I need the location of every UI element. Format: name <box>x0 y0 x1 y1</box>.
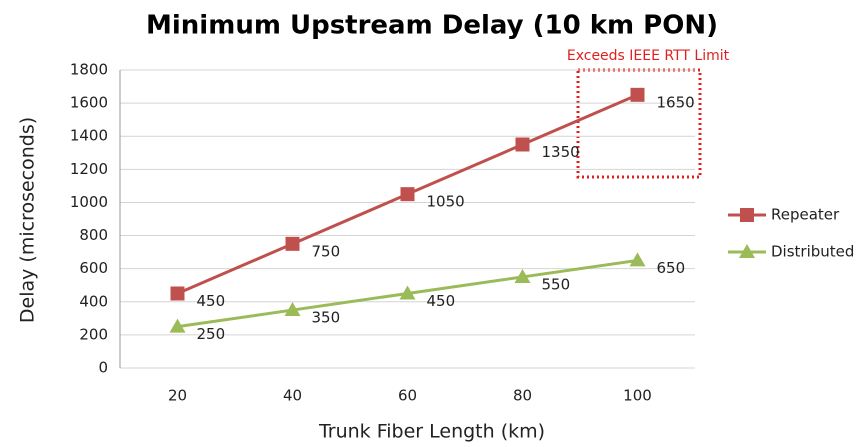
legend-marker <box>739 244 755 258</box>
y-tick-label: 0 <box>98 359 108 377</box>
y-tick-label: 600 <box>79 259 108 277</box>
data-label: 550 <box>542 275 571 293</box>
x-tick-label: 40 <box>283 387 302 405</box>
y-tick-label: 1400 <box>70 127 108 145</box>
y-tick-label: 1000 <box>70 193 108 211</box>
data-label: 450 <box>197 292 226 310</box>
data-label: 1050 <box>427 193 465 211</box>
data-label: 1350 <box>542 143 580 161</box>
data-label: 350 <box>312 309 341 327</box>
marker <box>629 252 646 267</box>
marker <box>630 87 645 102</box>
chart-title: Minimum Upstream Delay (10 km PON) <box>146 11 718 41</box>
x-tick-label: 60 <box>398 387 417 405</box>
legend-label: Repeater <box>771 206 840 224</box>
marker <box>515 137 530 152</box>
marker <box>514 268 531 283</box>
marker <box>169 318 186 333</box>
marker <box>170 286 185 301</box>
x-tick-label: 80 <box>513 387 532 405</box>
data-label: 650 <box>657 259 686 277</box>
data-label: 750 <box>312 242 341 260</box>
marker <box>285 236 300 251</box>
x-axis-label: Trunk Fiber Length (km) <box>318 421 545 443</box>
data-label: 1650 <box>657 93 695 111</box>
y-tick-label: 200 <box>79 325 108 343</box>
annotation: Exceeds IEEE RTT Limit <box>567 48 730 64</box>
y-axis-label: Delay (microseconds) <box>17 117 39 323</box>
y-tick-label: 1800 <box>70 61 108 79</box>
legend-marker <box>740 208 754 222</box>
data-label: 450 <box>427 292 456 310</box>
annotation-box <box>576 68 702 179</box>
legend-label: Distributed <box>771 243 854 261</box>
marker <box>400 187 415 202</box>
marker <box>284 302 301 317</box>
y-tick-label: 1200 <box>70 160 108 178</box>
y-tick-label: 400 <box>79 292 108 310</box>
x-tick-label: 20 <box>168 387 187 405</box>
marker <box>399 285 416 300</box>
x-tick-label: 100 <box>623 387 652 405</box>
y-tick-label: 800 <box>79 226 108 244</box>
data-label: 250 <box>197 325 226 343</box>
y-tick-label: 1600 <box>70 94 108 112</box>
